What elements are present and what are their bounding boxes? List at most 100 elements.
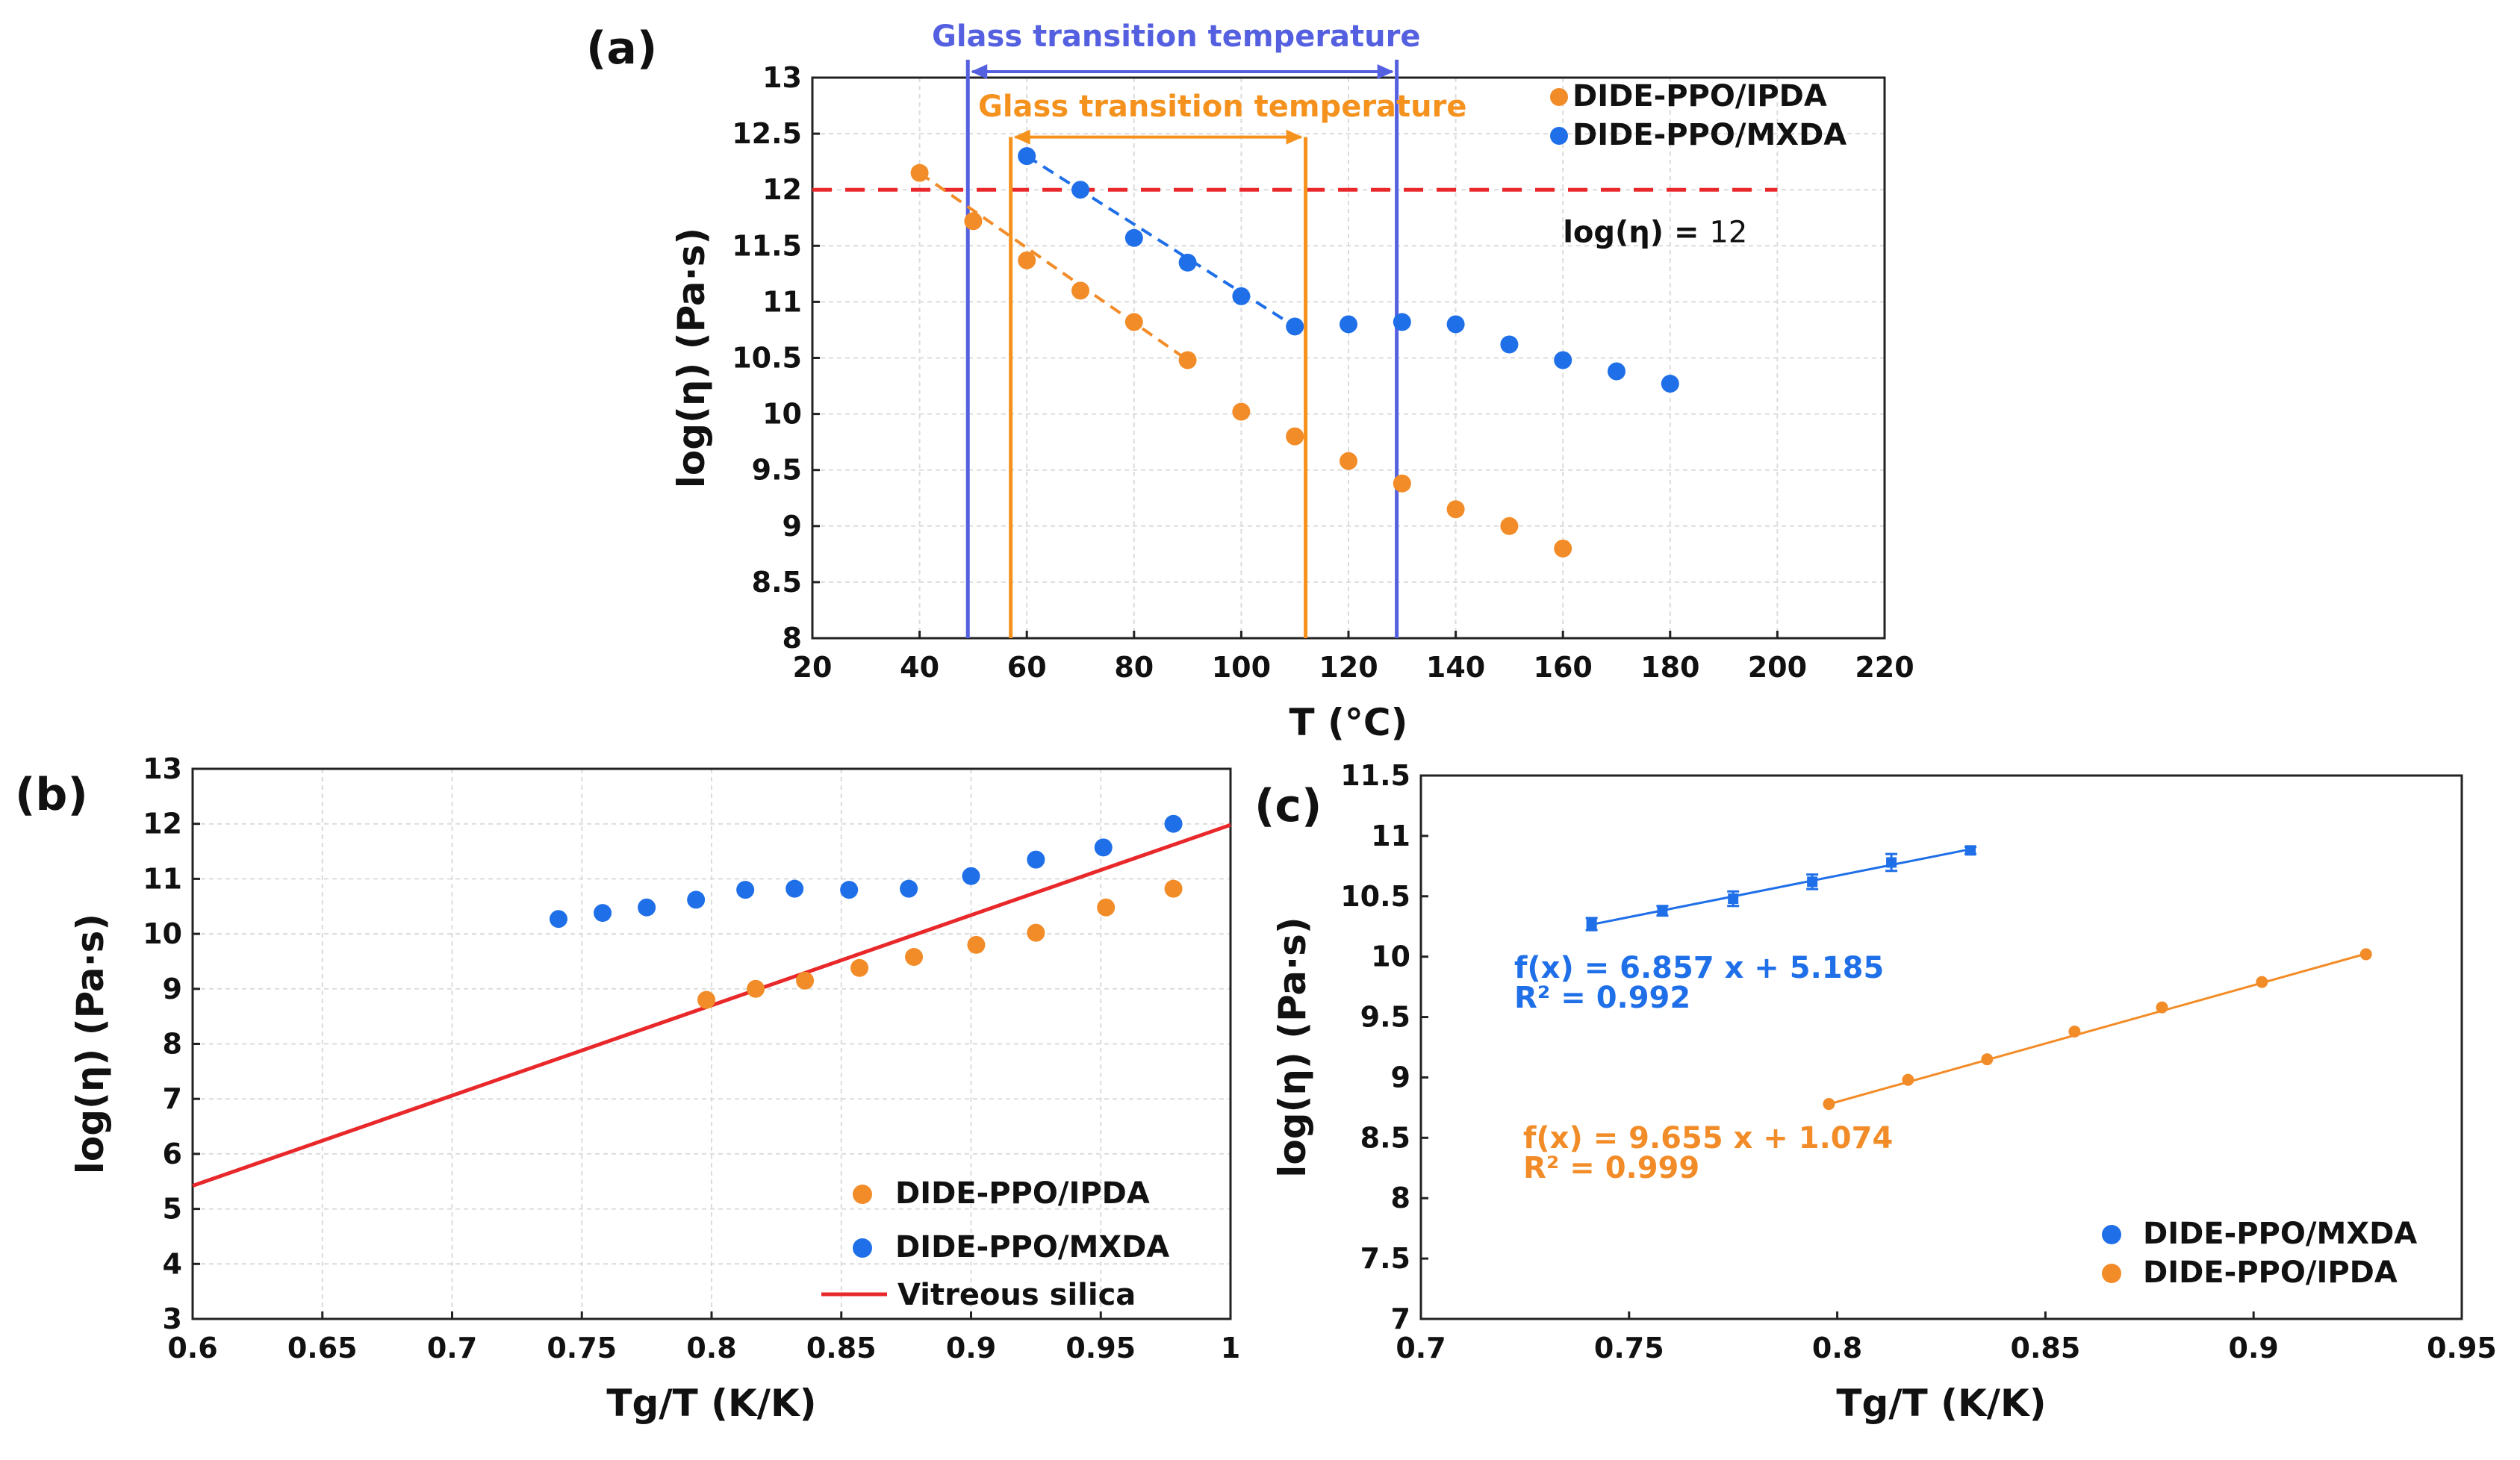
legend-label: DIDE-PPO/IPDA [1572,79,1827,113]
data-point-orange [1178,351,1197,369]
data-point-orange [1071,281,1089,300]
trend-line [918,172,1189,362]
data-point-blue [1886,857,1897,868]
tg-arrowhead-left [1013,129,1030,145]
x-tick-label: 0.9 [2229,1332,2279,1364]
y-tick-label: 10.5 [1340,880,1410,913]
y-axis-label: log(η) (Pa·s) [1271,917,1314,1178]
data-point-blue [1965,845,1976,856]
x-tick-label: 120 [1319,651,1378,684]
y-tick-label: 10 [143,917,182,950]
x-tick-label: 0.75 [1594,1332,1664,1364]
y-tick-label: 9 [1391,1061,1410,1094]
data-point-blue [1728,893,1739,905]
panel-label: (c) [1254,780,1322,832]
x-tick-label: 0.75 [547,1332,617,1364]
x-tick-label: 60 [1007,651,1047,684]
data-point-orange [2156,1001,2168,1014]
legend-marker [1550,88,1568,106]
data-point-blue [594,904,612,923]
fit-r2: R² = 0.999 [1523,1151,1699,1185]
y-tick-label: 13 [143,752,182,785]
data-point-blue [1178,253,1197,272]
reference-line-label: log(η) = 12 [1563,215,1747,249]
x-tick-label: 140 [1426,651,1485,684]
legend-label: DIDE-PPO/MXDA [895,1230,1169,1264]
x-tick-label: 0.95 [2427,1332,2497,1364]
data-point-orange [1164,879,1183,898]
data-point-orange [1286,427,1304,446]
data-point-blue [638,898,656,917]
y-tick-label: 5 [163,1193,182,1226]
reference-label-value: 12 [1709,215,1747,249]
data-point-blue [900,879,918,898]
data-point-orange [2359,948,2372,961]
x-axis-label: T (°C) [1289,701,1408,744]
x-tick-label: 0.65 [287,1332,358,1364]
y-tick-label: 7.5 [1360,1242,1410,1275]
legend-label: Vitreous silica [897,1278,1136,1312]
data-point-blue [1164,814,1183,833]
data-point-orange [2068,1025,2081,1038]
x-tick-label: 0.85 [806,1332,877,1364]
legend-label: DIDE-PPO/IPDA [895,1176,1150,1211]
y-tick-label: 7 [1391,1303,1410,1335]
legend-label: DIDE-PPO/IPDA [2143,1255,2398,1290]
data-point-orange [1902,1073,1914,1086]
data-point-orange [910,163,929,182]
y-tick-label: 12 [762,173,802,206]
x-tick-label: 20 [793,651,833,684]
data-point-blue [840,881,859,899]
data-point-orange [1018,251,1036,269]
data-point-orange [1232,402,1251,421]
trend-line [1026,155,1296,328]
legend-marker [853,1185,872,1204]
x-tick-label: 220 [1855,651,1914,684]
data-point-blue [1657,905,1668,917]
data-point-orange [964,212,983,231]
y-tick-label: 8.5 [1360,1121,1410,1154]
y-tick-label: 11 [762,285,802,318]
legend-marker [2102,1225,2121,1244]
x-tick-label: 0.85 [2011,1332,2081,1364]
data-point-orange [967,935,986,954]
data-point-blue [1286,317,1304,336]
x-tick-label: 40 [900,651,939,684]
legend-marker [2102,1264,2121,1283]
y-tick-label: 9 [783,510,802,543]
y-tick-label: 11.5 [732,229,802,262]
legend-marker [1550,127,1568,145]
data-point-blue [785,879,804,898]
tg-arrowhead-left [971,64,988,79]
panel-label: (b) [15,769,88,821]
y-tick-label: 9.5 [1360,1001,1410,1034]
data-point-blue [1027,850,1045,869]
data-point-orange [1027,923,1045,942]
data-point-blue [1586,918,1597,929]
y-tick-label: 7 [163,1082,182,1115]
x-tick-label: 0.95 [1065,1332,1136,1364]
y-axis-label: log(η) (Pa·s) [670,228,713,489]
data-point-blue [1393,313,1411,331]
y-tick-label: 3 [163,1303,182,1335]
y-tick-label: 8 [1391,1182,1410,1214]
data-point-blue [736,881,755,899]
y-tick-label: 10.5 [732,342,802,375]
fit-r2: R² = 0.992 [1514,981,1690,1015]
x-tick-label: 0.8 [686,1332,736,1364]
tg-arrowhead-right [1377,64,1394,79]
tg-arrowhead-right [1286,129,1303,145]
data-point-orange [1097,898,1116,917]
data-point-blue [1554,351,1572,369]
data-point-orange [905,948,924,967]
fit-equation: f(x) = 6.857 x + 5.185 [1514,951,1884,985]
data-point-blue [1018,147,1036,166]
data-point-blue [1124,228,1143,247]
tg-range-label: Glass transition temperature [978,90,1467,124]
y-tick-label: 8 [783,622,802,655]
data-point-orange [1981,1053,1994,1066]
y-tick-label: 4 [163,1247,182,1280]
x-tick-label: 0.7 [427,1332,477,1364]
x-tick-label: 0.8 [1812,1332,1862,1364]
data-point-blue [962,867,980,885]
